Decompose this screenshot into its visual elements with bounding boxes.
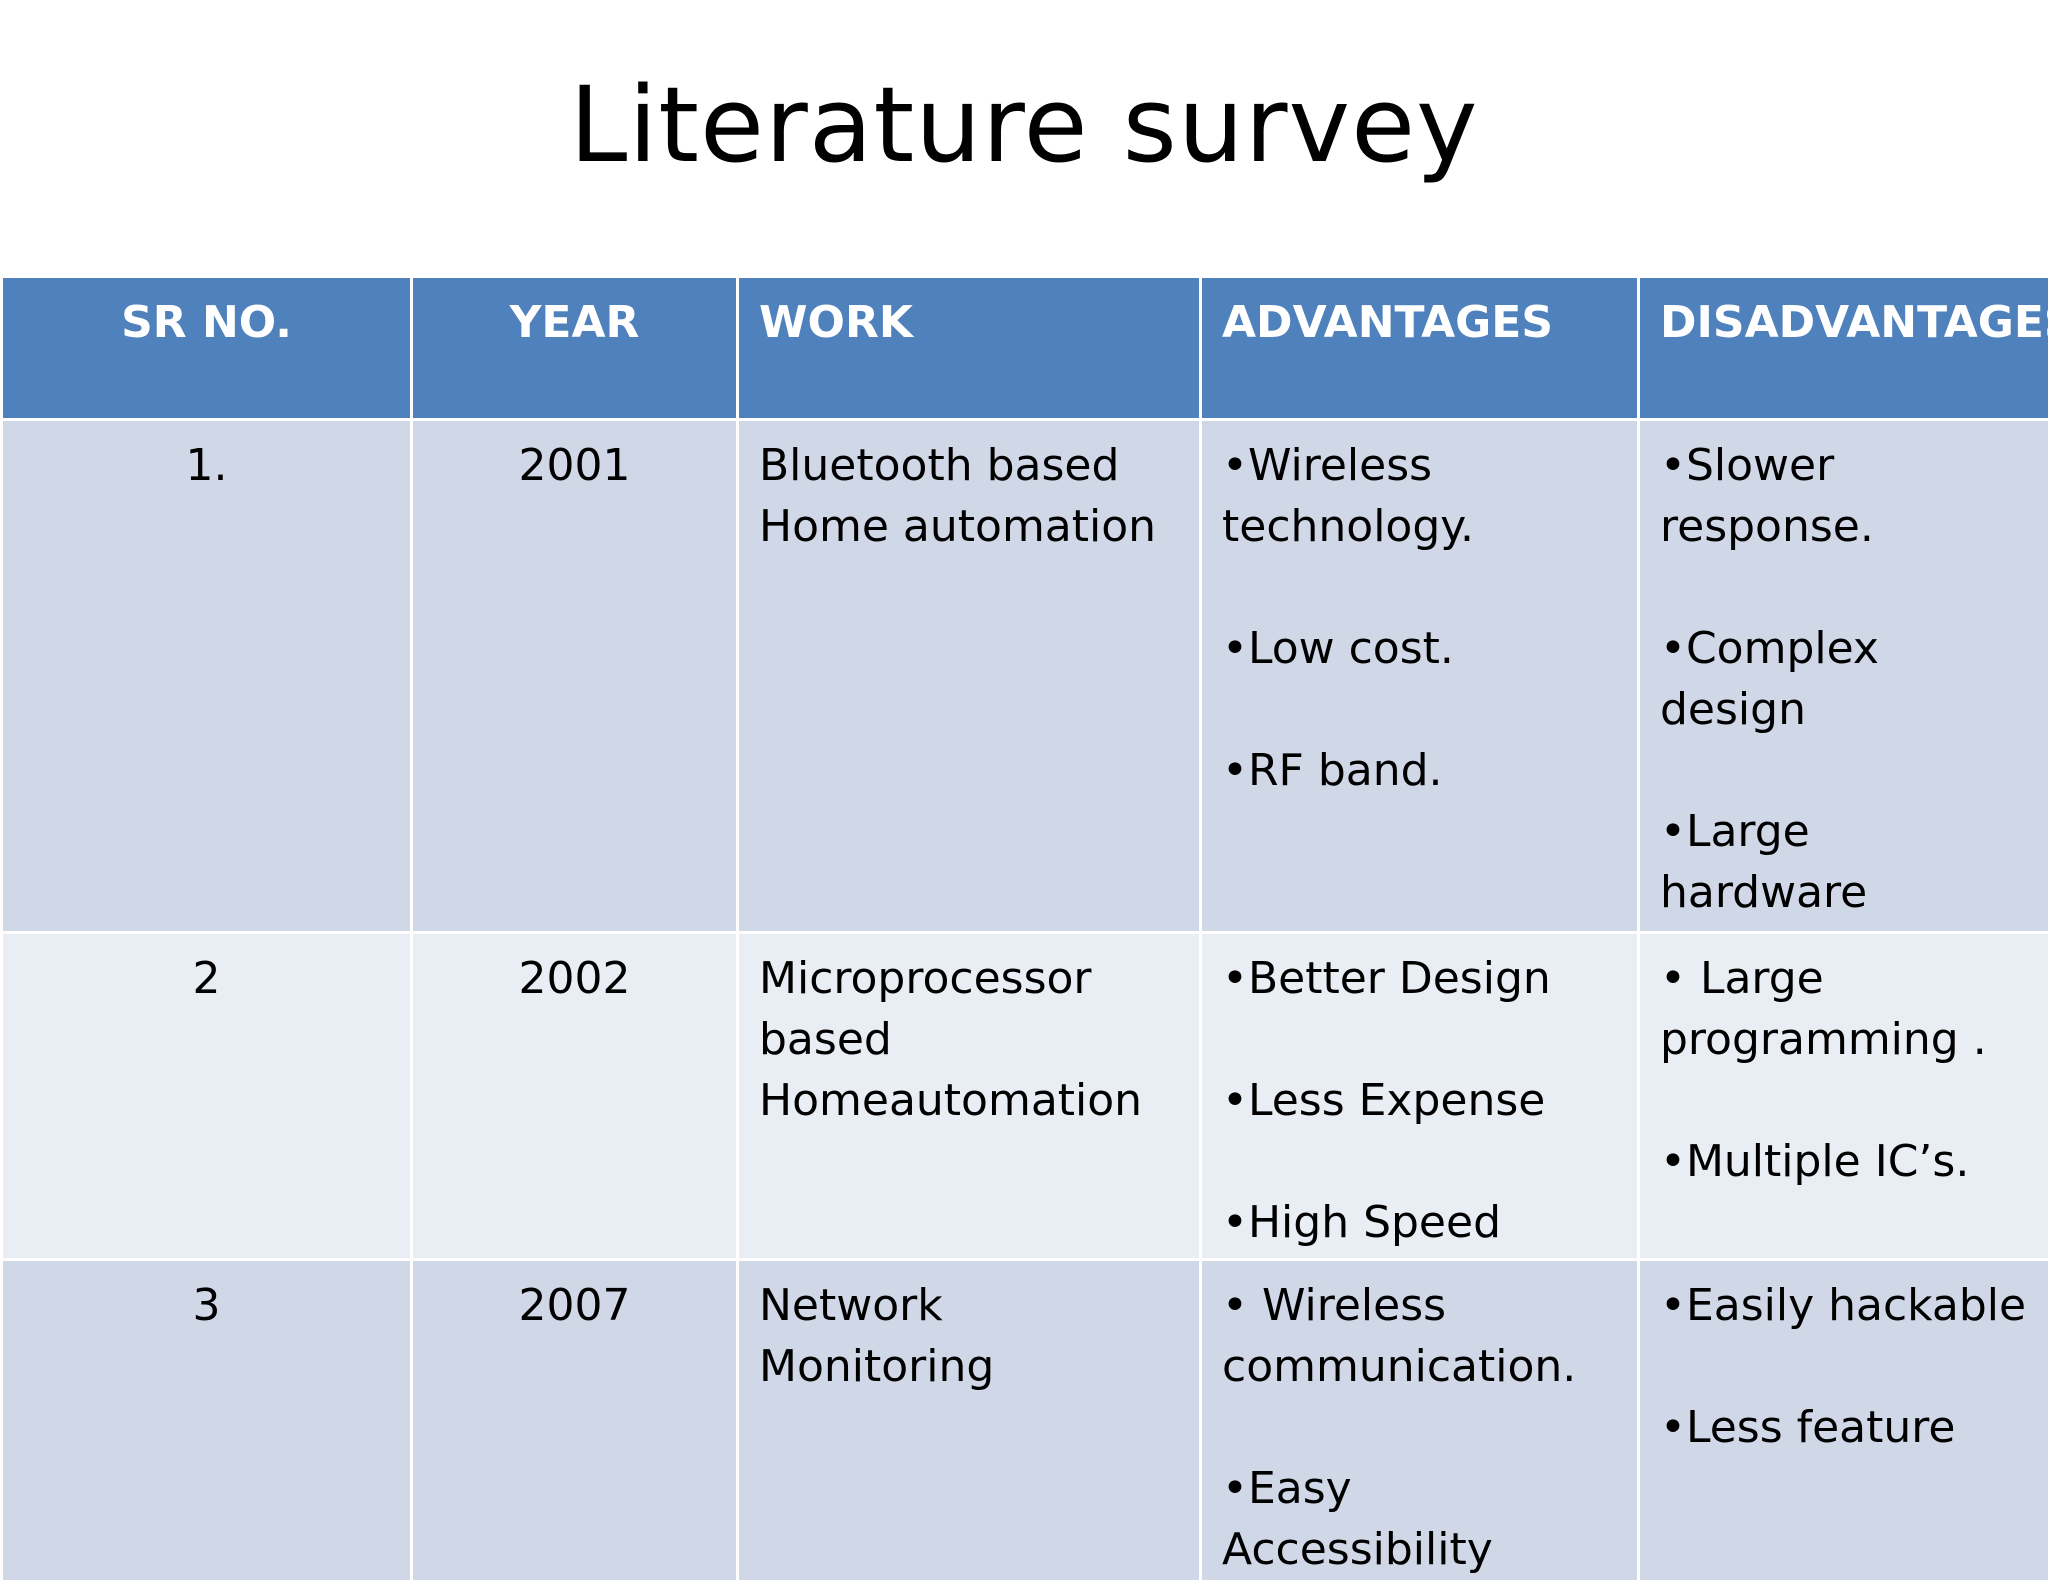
work-line: Bluetooth based [759, 435, 1179, 496]
cell-advantages: • Wireless communication. •Easy Accessib… [1201, 1260, 1639, 1582]
cell-work: Network Monitoring [738, 1260, 1201, 1582]
cell-advantages: •Better Design •Less Expense •High Speed [1201, 933, 1639, 1260]
slide-title: Literature survey [0, 60, 2048, 190]
cell-sr-no: 3 [2, 1260, 412, 1582]
header-advantages: ADVANTAGES [1201, 277, 1639, 420]
cell-disadvantages: •Easily hackable •Less feature [1639, 1260, 2048, 1582]
work-line: Network [759, 1275, 1179, 1336]
disadvantage-item: •Less feature [1660, 1397, 2028, 1458]
disadvantage-item: • Large programming . [1660, 948, 2028, 1070]
disadvantage-item: •Large hardware [1660, 801, 2028, 923]
cell-sr-no: 2 [2, 933, 412, 1260]
cell-year: 2001 [412, 420, 738, 933]
advantage-item: •Wireless technology. [1222, 435, 1617, 557]
work-line: based [759, 1009, 1179, 1070]
cell-advantages: •Wireless technology. •Low cost. •RF ban… [1201, 420, 1639, 933]
header-year: YEAR [412, 277, 738, 420]
cell-year: 2007 [412, 1260, 738, 1582]
work-line: Home automation [759, 496, 1179, 557]
cell-year: 2002 [412, 933, 738, 1260]
header-work: WORK [738, 277, 1201, 420]
advantage-item: •Low cost. [1222, 618, 1617, 679]
disadvantage-item: •Multiple IC’s. [1660, 1131, 2028, 1192]
advantage-item: •RF band. [1222, 740, 1617, 801]
work-line: Homeautomation [759, 1070, 1179, 1131]
disadvantage-item: •Easily hackable [1660, 1275, 2028, 1336]
work-line: Monitoring [759, 1336, 1179, 1397]
header-sr-no: SR NO. [2, 277, 412, 420]
advantage-item: •Less Expense [1222, 1070, 1617, 1131]
advantage-item: •Better Design [1222, 948, 1617, 1009]
advantage-item: • Wireless communication. [1222, 1275, 1617, 1397]
table-row: 3 2007 Network Monitoring • Wireless com… [2, 1260, 2048, 1582]
table-header-row: SR NO. YEAR WORK ADVANTAGES DISADVANTAGE… [2, 277, 2048, 420]
table-row: 2 2002 Microprocessor based Homeautomati… [2, 933, 2048, 1260]
cell-work: Bluetooth based Home automation [738, 420, 1201, 933]
advantage-item: •High Speed [1222, 1192, 1617, 1253]
disadvantage-item: •Complex design [1660, 618, 2028, 740]
literature-survey-table: SR NO. YEAR WORK ADVANTAGES DISADVANTAGE… [0, 275, 2048, 1583]
cell-disadvantages: • Large programming . •Multiple IC’s. [1639, 933, 2048, 1260]
header-disadvantages: DISADVANTAGES [1639, 277, 2048, 420]
cell-sr-no: 1. [2, 420, 412, 933]
cell-disadvantages: •Slower response. •Complex design •Large… [1639, 420, 2048, 933]
disadvantage-item: •Slower response. [1660, 435, 2028, 557]
cell-work: Microprocessor based Homeautomation [738, 933, 1201, 1260]
work-line: Microprocessor [759, 948, 1179, 1009]
advantage-item: •Easy Accessibility [1222, 1458, 1617, 1580]
table-row: 1. 2001 Bluetooth based Home automation … [2, 420, 2048, 933]
